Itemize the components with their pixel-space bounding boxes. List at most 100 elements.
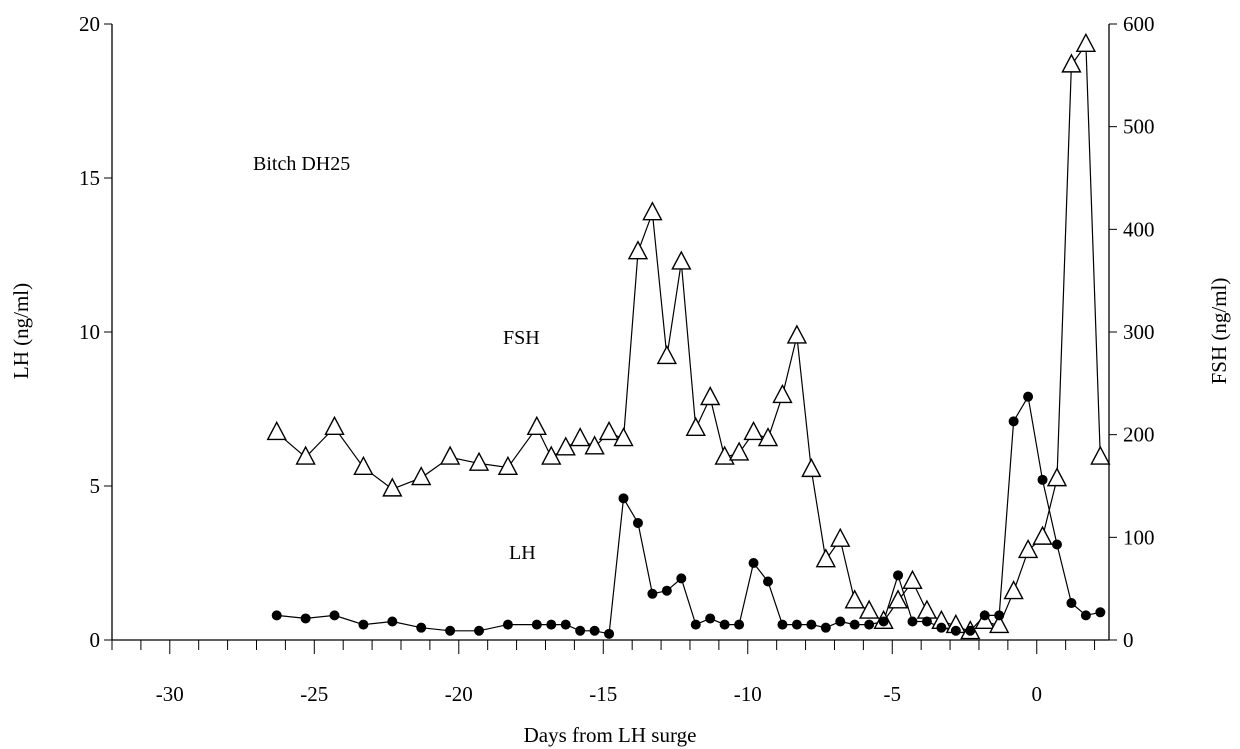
right-y-tick-label: 0: [1123, 628, 1134, 652]
ticks-group: -30 -25 -20 -15 -10 -5 00510152001002003004005…: [79, 12, 1155, 706]
fsh-data-point: [598, 420, 620, 441]
fsh-series-annotation: FSH: [503, 327, 540, 349]
left-y-tick-label: 15: [79, 166, 100, 190]
lh-data-point: [387, 616, 398, 627]
left-y-tick-label: 5: [90, 474, 101, 498]
lh-data-point: [950, 625, 961, 636]
lh-series-annotation: LH: [509, 542, 536, 564]
x-tick-label: -25: [300, 682, 328, 706]
lh-data-point: [1037, 474, 1048, 485]
fsh-data-point: [324, 415, 345, 435]
lh-data-point: [921, 616, 932, 627]
lh-data-point: [979, 610, 990, 621]
lh-data-point: [1023, 391, 1034, 402]
lh-data-point: [965, 625, 976, 636]
lh-data-point: [734, 619, 745, 630]
fsh-data-point: [685, 416, 706, 437]
lh-data-point: [762, 576, 773, 587]
lh-data-point: [893, 570, 904, 581]
x-tick-label: 0: [1032, 682, 1043, 706]
fsh-data-point: [1061, 53, 1082, 73]
fsh-data-point: [497, 455, 519, 476]
left-y-tick-label: 20: [79, 12, 100, 36]
x-axis-label: Days from LH surge: [524, 723, 697, 747]
fsh-data-point: [786, 324, 808, 344]
fsh-data-point: [627, 240, 649, 260]
fsh-data-point: [541, 445, 562, 465]
right-y-tick-label: 600: [1123, 12, 1155, 36]
right-y-axis-label: FSH (ng/ml): [1207, 278, 1231, 385]
fsh-data-point: [382, 477, 403, 497]
lh-data-point: [835, 616, 846, 627]
lh-data-point: [676, 573, 687, 584]
lh-data-point: [604, 628, 615, 639]
fsh-data-point: [801, 457, 822, 478]
lh-data-point: [546, 619, 557, 630]
left-y-tick-label: 10: [79, 320, 100, 344]
x-tick-label: -30: [156, 682, 184, 706]
fsh-data-point: [613, 427, 634, 447]
lh-data-point: [1051, 539, 1062, 550]
right-y-tick-label: 400: [1123, 217, 1155, 241]
lh-data-point: [618, 493, 629, 504]
right-y-tick-label: 500: [1123, 115, 1155, 139]
lh-data-point: [474, 625, 485, 636]
fsh-data-point: [887, 589, 909, 609]
fsh-data-point: [815, 548, 836, 568]
fsh-data-point: [642, 201, 663, 221]
lh-data-point: [806, 619, 817, 630]
fsh-data-point: [439, 445, 461, 465]
lh-data-point: [560, 619, 571, 630]
left-y-axis-label: LH (ng/ml): [9, 283, 33, 379]
lh-data-point: [878, 616, 889, 627]
lh-data-point: [936, 622, 947, 633]
lh-data-point: [705, 613, 716, 624]
x-tick-label: -10: [734, 682, 762, 706]
lh-data-point: [864, 619, 875, 630]
lh-data-point: [907, 616, 918, 627]
fsh-data-point: [1003, 580, 1024, 600]
x-tick-label: -5: [884, 682, 902, 706]
fsh-data-point: [989, 613, 1010, 634]
lh-data-point: [445, 625, 456, 636]
lh-data-point: [329, 610, 340, 621]
series-markers-group: [266, 32, 1111, 640]
fsh-data-point: [584, 435, 605, 455]
fsh-data-point: [830, 527, 851, 547]
fsh-data-point: [902, 569, 923, 589]
fsh-data-point: [555, 436, 576, 456]
lh-data-point: [271, 610, 282, 621]
fsh-data-point: [1046, 467, 1068, 487]
lh-data-point: [661, 585, 672, 596]
subject-annotation: Bitch DH25: [253, 153, 350, 175]
lh-data-point: [416, 622, 427, 633]
fsh-data-point: [468, 451, 490, 471]
right-y-tick-label: 300: [1123, 320, 1155, 344]
fsh-data-point: [656, 344, 678, 365]
lh-data-point: [1066, 598, 1077, 609]
fsh-data-point: [569, 427, 591, 447]
lh-data-point: [777, 619, 788, 630]
fsh-data-point: [844, 589, 865, 609]
lh-data-point: [531, 619, 542, 630]
lh-data-point: [502, 619, 513, 630]
fsh-data-point: [671, 250, 692, 270]
lh-data-point: [647, 588, 658, 599]
fsh-data-point: [266, 420, 287, 441]
lh-data-point: [589, 625, 600, 636]
lh-data-point: [575, 625, 586, 636]
fsh-data-point: [411, 466, 432, 486]
lh-data-point: [994, 610, 1005, 621]
lh-data-point: [791, 619, 802, 630]
fsh-data-point: [1090, 445, 1111, 465]
fsh-data-point: [743, 420, 764, 441]
lh-data-point: [358, 619, 369, 630]
lh-data-point: [748, 558, 759, 568]
fsh-data-point: [353, 455, 374, 476]
lh-data-point: [632, 517, 643, 528]
lh-data-point: [820, 622, 831, 633]
fsh-data-point: [1032, 525, 1053, 545]
fsh-data-point: [858, 599, 880, 619]
